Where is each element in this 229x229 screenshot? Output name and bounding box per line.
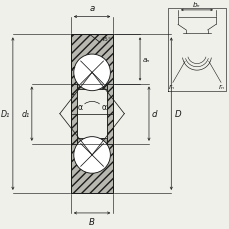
Text: aₙ: aₙ	[142, 57, 150, 63]
Text: B: B	[89, 218, 95, 226]
Text: r: r	[71, 65, 74, 71]
Polygon shape	[71, 84, 77, 144]
Circle shape	[74, 55, 110, 91]
Polygon shape	[71, 139, 113, 193]
Polygon shape	[106, 84, 113, 144]
Text: rₙ: rₙ	[168, 83, 174, 89]
Polygon shape	[71, 35, 113, 90]
Text: a: a	[89, 4, 94, 13]
Text: d₁: d₁	[21, 110, 30, 119]
Text: 45°: 45°	[100, 37, 111, 42]
Text: D: D	[174, 110, 180, 119]
Text: D₁: D₁	[1, 110, 10, 119]
Text: rₙ: rₙ	[218, 83, 224, 89]
Text: α: α	[77, 103, 82, 112]
Circle shape	[74, 137, 110, 174]
Text: α: α	[101, 103, 106, 112]
Polygon shape	[77, 139, 106, 144]
Polygon shape	[77, 84, 106, 90]
Text: d: d	[151, 110, 156, 119]
Text: bₙ: bₙ	[192, 2, 200, 8]
Text: r: r	[71, 93, 74, 99]
